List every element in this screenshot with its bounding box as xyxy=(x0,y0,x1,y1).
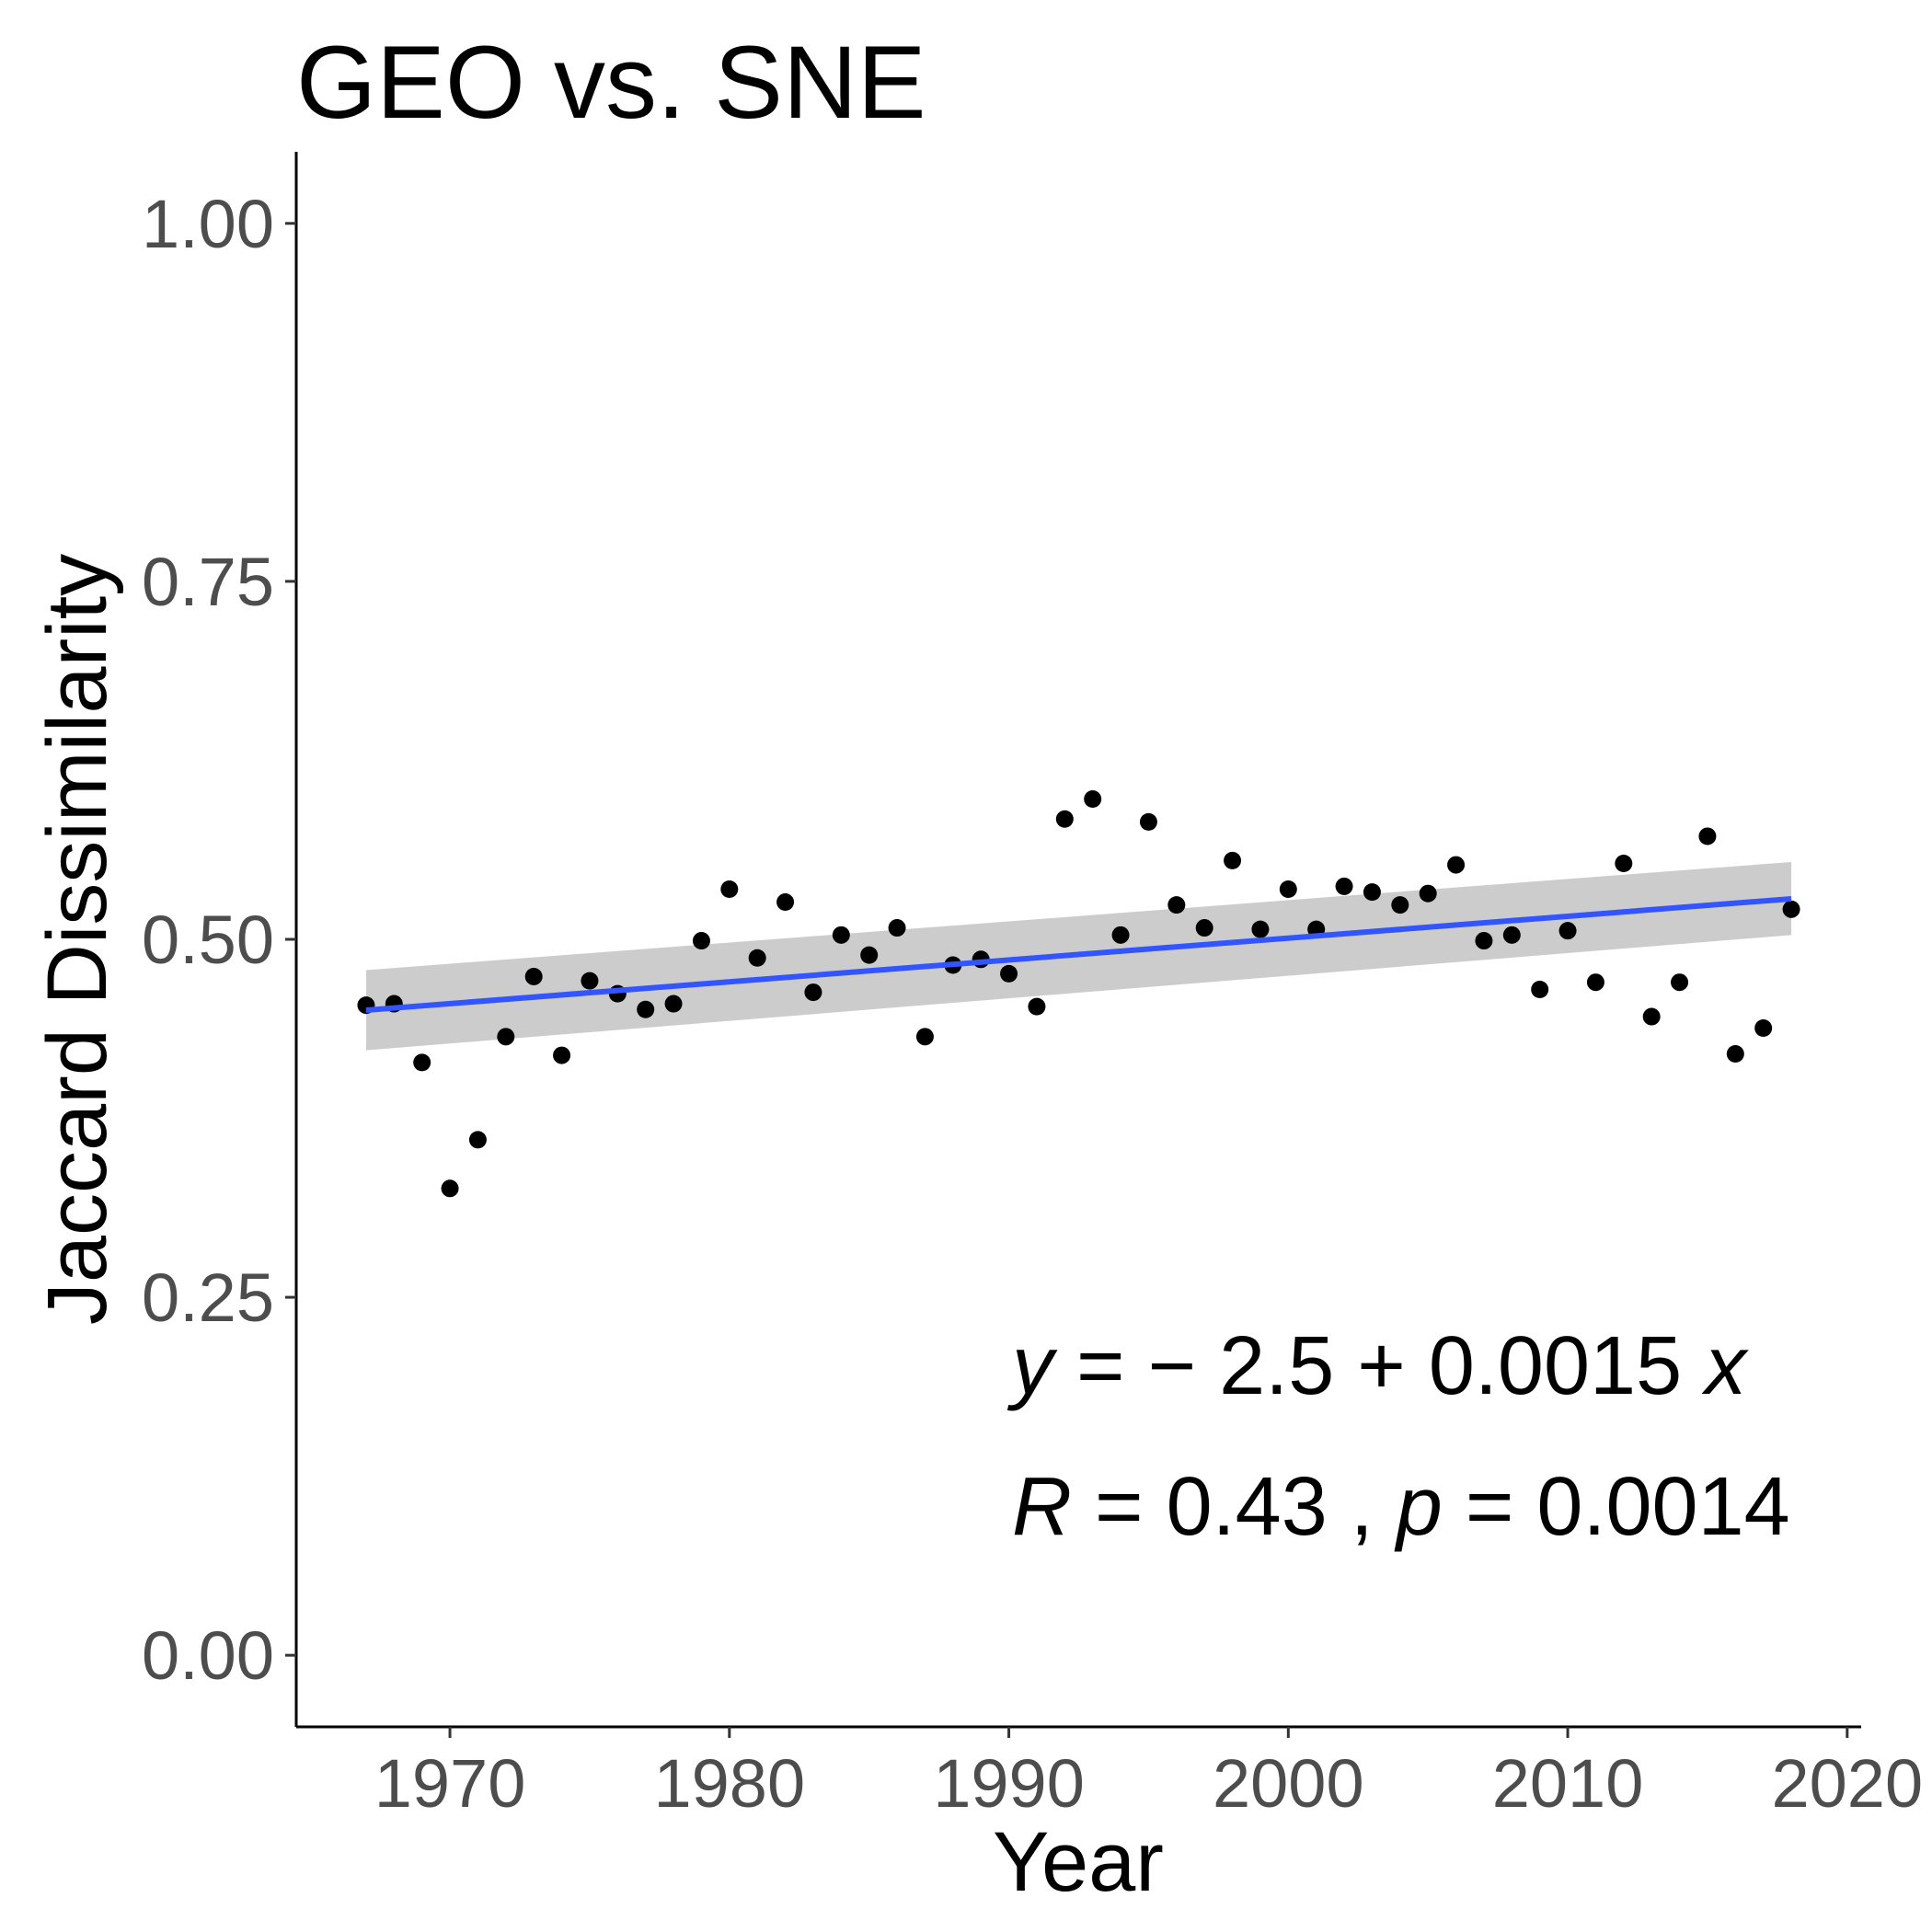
data-point-2003 xyxy=(1363,883,1381,902)
data-point-1986 xyxy=(888,919,906,937)
data-point-1996 xyxy=(1167,896,1186,914)
data-point-1993 xyxy=(1084,789,1102,808)
data-point-2004 xyxy=(1391,896,1409,914)
regression-equation: y = − 2.5 + 0.0015 x xyxy=(1006,1320,1749,1412)
y-tick-label: 0.00 xyxy=(142,1617,274,1694)
data-point-1984 xyxy=(832,926,850,944)
data-point-1977 xyxy=(637,1000,655,1018)
data-point-2018 xyxy=(1782,900,1800,918)
data-point-1982 xyxy=(776,893,795,912)
data-point-1969 xyxy=(413,1053,431,1072)
data-point-2000 xyxy=(1279,880,1297,899)
y-tick-label: 0.25 xyxy=(142,1259,274,1336)
x-tick-label: 1970 xyxy=(374,1745,526,1822)
data-point-2010 xyxy=(1558,922,1577,940)
data-point-2007 xyxy=(1475,932,1493,950)
data-point-1999 xyxy=(1251,920,1270,938)
data-point-1970 xyxy=(441,1179,459,1198)
fit-line-layer xyxy=(365,895,1792,1014)
data-point-2015 xyxy=(1698,827,1717,845)
data-point-1973 xyxy=(524,967,543,985)
correlation-stats: R = 0.43 , p = 0.0014 xyxy=(1012,1461,1790,1553)
data-point-2012 xyxy=(1615,855,1633,873)
data-point-1995 xyxy=(1139,812,1157,831)
data-point-1990 xyxy=(1000,964,1018,983)
y-tick-label: 0.50 xyxy=(142,902,274,978)
data-point-2011 xyxy=(1586,973,1604,992)
data-point-1980 xyxy=(720,880,739,899)
data-point-1998 xyxy=(1224,851,1242,869)
x-axis-ticks: 1970 1980 1990 2000 2010 2020 xyxy=(374,1727,1923,1822)
data-point-2017 xyxy=(1754,1018,1773,1037)
data-point-1972 xyxy=(497,1028,515,1046)
data-point-1987 xyxy=(915,1028,934,1046)
data-point-1997 xyxy=(1195,919,1213,937)
data-point-1983 xyxy=(804,983,822,1002)
x-tick-label: 2000 xyxy=(1213,1745,1364,1822)
data-point-2016 xyxy=(1726,1045,1744,1064)
data-point-1975 xyxy=(581,972,599,990)
data-point-2005 xyxy=(1419,884,1437,903)
chart-title: GEO vs. SNE xyxy=(296,25,926,140)
data-point-1974 xyxy=(553,1046,571,1064)
data-point-1979 xyxy=(692,932,710,950)
x-tick-label: 1990 xyxy=(933,1745,1085,1822)
data-point-2008 xyxy=(1502,926,1521,944)
data-point-1991 xyxy=(1028,997,1046,1016)
data-point-2014 xyxy=(1671,973,1689,992)
data-point-1978 xyxy=(664,995,683,1013)
x-tick-label: 2020 xyxy=(1772,1745,1924,1822)
x-tick-label: 1980 xyxy=(654,1745,806,1822)
data-point-1971 xyxy=(468,1131,487,1149)
data-point-2013 xyxy=(1642,1007,1661,1026)
data-point-2002 xyxy=(1335,877,1353,895)
regression-line xyxy=(365,895,1792,1014)
y-tick-label: 0.75 xyxy=(142,544,274,620)
x-axis-title: Year xyxy=(993,1815,1164,1909)
data-point-1985 xyxy=(860,946,879,964)
data-point-1992 xyxy=(1055,810,1074,828)
y-axis-ticks: 0.00 0.25 0.50 0.75 1.00 xyxy=(142,186,296,1694)
data-point-1994 xyxy=(1111,926,1130,944)
data-point-1981 xyxy=(748,949,766,967)
y-axis-title: Jaccard Dissimilarity xyxy=(30,554,124,1325)
x-tick-label: 2010 xyxy=(1492,1745,1644,1822)
y-tick-label: 1.00 xyxy=(142,186,274,262)
data-point-2009 xyxy=(1531,980,1549,998)
data-point-2006 xyxy=(1447,856,1466,874)
